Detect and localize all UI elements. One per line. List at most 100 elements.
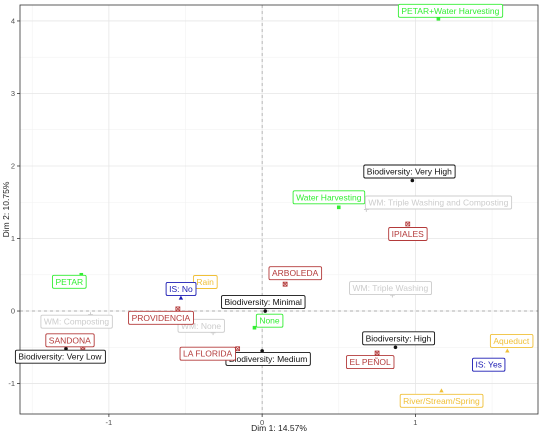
y-tick-label: 1 xyxy=(11,234,15,243)
label-box-petar xyxy=(51,274,87,289)
label-box-arboleda xyxy=(268,266,323,281)
label-biodiversity-medium: Biodiversity: Medium xyxy=(225,351,311,366)
label-text-wm-none: WM: None xyxy=(181,321,221,331)
label-text-el-peñol: EL PEÑOL xyxy=(349,357,391,367)
label-text-sandona: SANDONA xyxy=(49,335,91,345)
point-petar xyxy=(79,272,84,277)
label-biodiversity-very-low: Biodiversity: Very Low xyxy=(14,349,106,364)
plot-frame xyxy=(19,4,539,415)
label-text-wm-triple-washing: WM: Triple Washing xyxy=(353,283,429,293)
y-tick-label: 2 xyxy=(11,161,15,170)
point-biodiversity-high xyxy=(393,345,398,350)
label-text-biodiversity-minimal: Biodiversity: Minimal xyxy=(224,297,302,307)
label-biodiversity-high: Biodiversity: High xyxy=(362,331,436,346)
label-box-aqueduct xyxy=(489,333,534,348)
label-box-el-peñol xyxy=(346,355,395,370)
label-box-is-no xyxy=(165,282,197,296)
point-el-peñol xyxy=(374,350,380,356)
label-box-water-harvesting xyxy=(292,190,366,205)
point-biodiversity-very-low xyxy=(64,346,68,351)
data-labels: PETAR+Water Harvesting Water Harvesting PE… xyxy=(14,3,534,408)
label-text-la-florida: LA FLORIDA xyxy=(183,349,232,359)
label-box-biodiversity-high xyxy=(362,331,436,346)
label-wm-triple-washing: WM: Triple Washing xyxy=(349,281,432,296)
label-box-none xyxy=(255,313,284,328)
label-is-yes: IS: Yes xyxy=(472,357,506,372)
point-river-stream-spring xyxy=(439,388,444,393)
point-ipiales xyxy=(405,221,411,227)
label-biodiversity-minimal: Biodiversity: Minimal xyxy=(221,295,306,309)
label-text-providencia: PROVIDENCIA xyxy=(132,313,191,323)
label-box-river-stream-spring xyxy=(399,393,484,408)
label-box-petar-water-harvesting xyxy=(397,3,504,18)
x-axis-title: Dim 1: 14.57% xyxy=(251,423,307,433)
label-text-wm-triple-washing-and-composting: WM: Triple Washing and Composting xyxy=(368,198,508,208)
label-text-biodiversity-medium: Biodiversity: Medium xyxy=(229,354,307,364)
label-la-florida: LA FLORIDA xyxy=(179,346,236,361)
label-text-biodiversity-high: Biodiversity: High xyxy=(366,333,432,343)
point-biodiversity-medium xyxy=(260,349,264,353)
point-is-no xyxy=(178,295,184,300)
point-petar-water-harvesting xyxy=(436,16,441,21)
label-wm-triple-washing-and-composting: WM: Triple Washing and Composting xyxy=(364,195,513,210)
label-text-petar-water-harvesting: PETAR+Water Harvesting xyxy=(401,6,499,16)
label-text-river-stream-spring: River/Stream/Spring xyxy=(403,396,480,406)
label-box-biodiversity-minimal xyxy=(221,295,306,309)
panel-border xyxy=(19,4,539,415)
label-text-ipiales: IPIALES xyxy=(392,229,424,239)
label-text-is-no: IS: No xyxy=(169,284,193,294)
label-text-water-harvesting: Water Harvesting xyxy=(296,192,362,202)
axis-ticks: -1 0 1 -1 0 1 2 3 4 xyxy=(8,16,417,427)
label-is-no: IS: No xyxy=(165,282,197,296)
point-biodiversity-very-high xyxy=(410,178,415,183)
point-aqueduct xyxy=(505,348,510,353)
label-ipiales: IPIALES xyxy=(388,227,428,241)
label-petar: PETAR xyxy=(51,274,87,289)
label-rain: Rain xyxy=(192,275,218,289)
label-water-harvesting: Water Harvesting xyxy=(292,190,366,205)
x-tick-label: -1 xyxy=(106,418,113,427)
label-box-wm-triple-washing-and-composting xyxy=(364,195,513,210)
label-text-biodiversity-very-high: Biodiversity: Very High xyxy=(367,166,452,176)
y-tick-label: 4 xyxy=(11,16,15,25)
label-box-providencia xyxy=(128,310,194,325)
point-arboleda xyxy=(282,281,288,287)
label-providencia: PROVIDENCIA xyxy=(128,310,194,325)
point-water-harvesting xyxy=(336,205,341,210)
label-aqueduct: Aqueduct xyxy=(489,333,534,348)
label-arboleda: ARBOLEDA xyxy=(268,266,323,281)
label-box-biodiversity-very-high xyxy=(363,164,456,179)
label-river-stream-spring: River/Stream/Spring xyxy=(399,393,484,408)
label-box-wm-composting xyxy=(40,314,113,329)
label-box-rain xyxy=(192,275,218,289)
label-box-is-yes xyxy=(472,357,506,372)
label-sandona: SANDONA xyxy=(45,333,95,348)
point-none xyxy=(252,325,257,330)
label-none: None xyxy=(255,313,284,328)
label-box-la-florida xyxy=(179,346,236,361)
label-box-biodiversity-very-low xyxy=(14,349,106,364)
label-el-peñol: EL PEÑOL xyxy=(346,355,395,370)
grid xyxy=(20,5,538,414)
x-tick-label: 1 xyxy=(413,418,417,427)
label-text-none: None xyxy=(259,316,280,326)
label-text-rain: Rain xyxy=(196,277,214,287)
label-text-arboleda: ARBOLEDA xyxy=(272,268,319,278)
label-petar-water-harvesting: PETAR+Water Harvesting xyxy=(397,3,504,18)
label-text-is-yes: IS: Yes xyxy=(475,360,501,370)
label-text-wm-composting: WM: Composting xyxy=(44,317,109,327)
label-biodiversity-very-high: Biodiversity: Very High xyxy=(363,164,456,179)
label-box-sandona xyxy=(45,333,95,348)
y-tick-label: 0 xyxy=(11,307,15,316)
label-wm-composting: WM: Composting xyxy=(40,314,113,329)
x-tick-label: 0 xyxy=(260,418,264,427)
label-text-aqueduct: Aqueduct xyxy=(493,336,530,346)
label-text-biodiversity-very-low: Biodiversity: Very Low xyxy=(18,352,102,362)
point-biodiversity-minimal xyxy=(263,309,268,313)
label-box-wm-triple-washing xyxy=(349,281,432,296)
label-text-petar: PETAR xyxy=(55,277,83,287)
y-tick-label: -1 xyxy=(8,379,15,388)
point-providencia xyxy=(175,306,181,312)
